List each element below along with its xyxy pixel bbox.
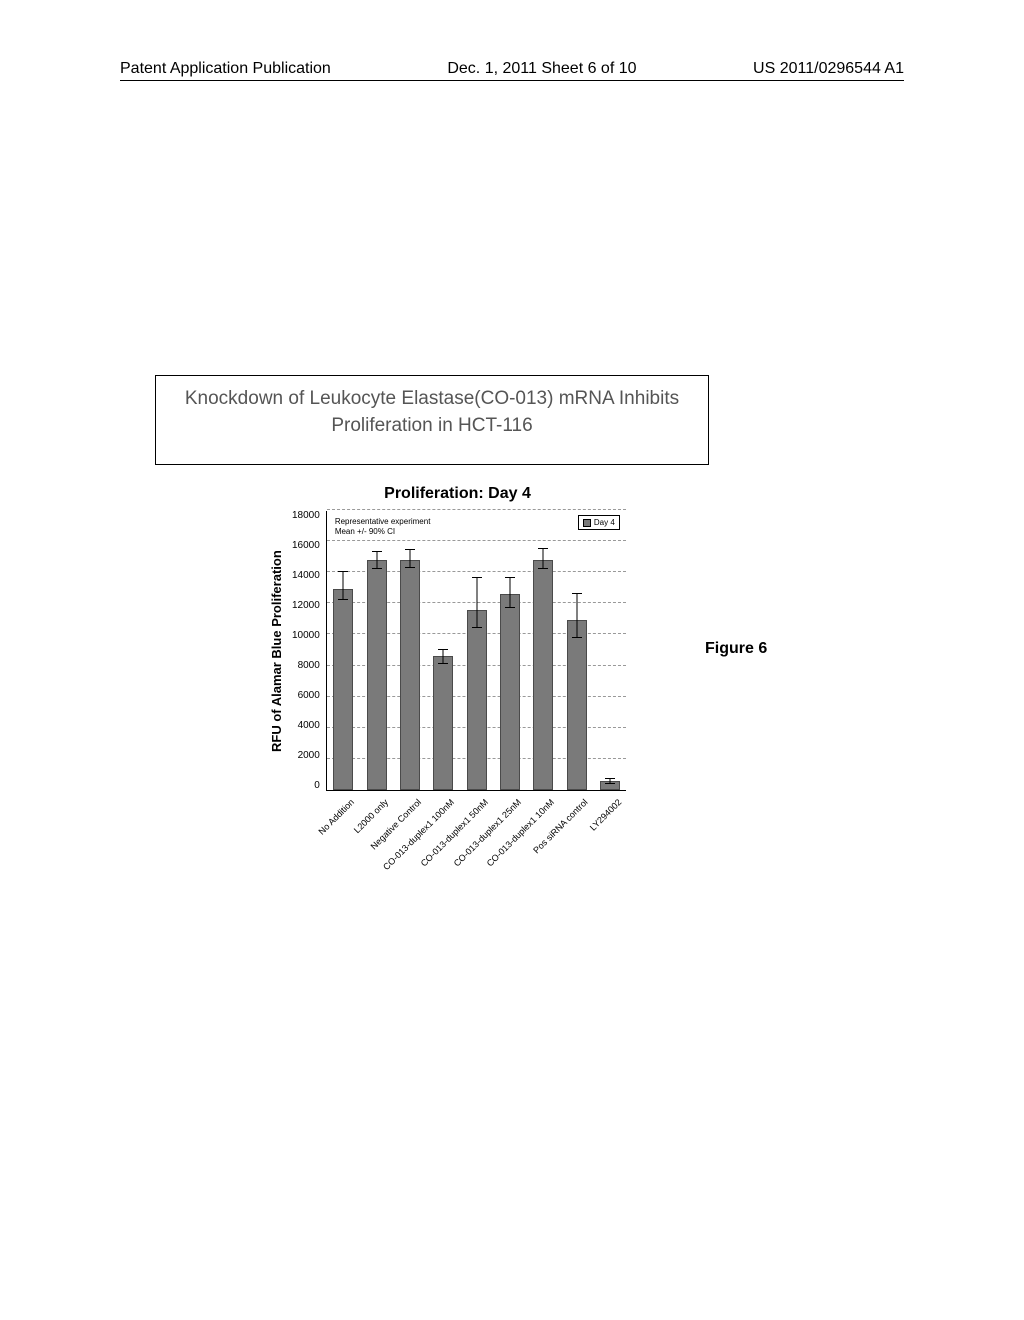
y-tick: 8000	[292, 661, 320, 671]
y-tick: 18000	[292, 511, 320, 521]
error-bar	[376, 552, 377, 569]
error-bar	[510, 578, 511, 608]
error-cap	[605, 783, 615, 784]
y-tick: 14000	[292, 571, 320, 581]
error-cap	[338, 599, 348, 600]
error-cap	[438, 649, 448, 650]
error-cap	[472, 577, 482, 578]
y-tick: 4000	[292, 721, 320, 731]
error-bar	[343, 572, 344, 600]
error-bar	[410, 550, 411, 567]
chart-bar	[500, 594, 520, 790]
error-cap	[505, 607, 515, 608]
figure-title-box: Knockdown of Leukocyte Elastase(CO-013) …	[155, 375, 709, 465]
error-cap	[572, 593, 582, 594]
error-bar	[576, 594, 577, 638]
legend-label: Day 4	[594, 518, 615, 527]
y-axis-ticks: 18000 16000 14000 12000 10000 8000 6000 4000 200…	[292, 511, 326, 791]
figure-number-label: Figure 6	[705, 640, 767, 658]
y-tick: 12000	[292, 601, 320, 611]
error-cap	[472, 627, 482, 628]
y-tick: 2000	[292, 751, 320, 761]
error-cap	[538, 568, 548, 569]
error-cap	[372, 568, 382, 569]
legend-swatch-icon	[583, 519, 591, 527]
error-cap	[338, 571, 348, 572]
header-center: Dec. 1, 2011 Sheet 6 of 10	[447, 60, 636, 78]
chart-bar	[567, 620, 587, 790]
chart-title: Proliferation: Day 4	[265, 485, 650, 503]
error-cap	[605, 778, 615, 779]
y-tick: 0	[292, 781, 320, 791]
chart-bar	[433, 656, 453, 790]
chart-bar	[333, 589, 353, 790]
error-cap	[505, 577, 515, 578]
header-right: US 2011/0296544 A1	[753, 60, 904, 78]
bar-chart: Proliferation: Day 4 RFU of Alamar Blue …	[265, 485, 650, 791]
error-bar	[543, 549, 544, 569]
chart-bar	[467, 610, 487, 790]
error-bar	[443, 650, 444, 664]
y-tick: 10000	[292, 631, 320, 641]
error-bar	[476, 578, 477, 628]
chart-bar	[533, 560, 553, 790]
chart-note: Representative experiment Mean +/- 90% C…	[335, 517, 431, 536]
error-cap	[405, 549, 415, 550]
chart-bar	[367, 560, 387, 790]
chart-note-line1: Representative experiment	[335, 517, 431, 527]
x-tick-label: No Addition	[317, 797, 357, 837]
chart-legend: Day 4	[578, 515, 620, 530]
grid-line	[327, 540, 626, 541]
grid-line	[327, 509, 626, 510]
error-cap	[438, 663, 448, 664]
y-axis-label: RFU of Alamar Blue Proliferation	[265, 511, 288, 791]
figure-title-text: Knockdown of Leukocyte Elastase(CO-013) …	[185, 388, 679, 436]
plot-area: Representative experiment Mean +/- 90% C…	[326, 511, 626, 791]
chart-note-line2: Mean +/- 90% CI	[335, 527, 431, 537]
error-cap	[372, 551, 382, 552]
error-cap	[405, 567, 415, 568]
error-cap	[538, 548, 548, 549]
x-tick-label: LY294002	[588, 797, 624, 833]
chart-body: RFU of Alamar Blue Proliferation 18000 16…	[265, 511, 650, 791]
y-tick: 6000	[292, 691, 320, 701]
chart-bar	[400, 560, 420, 790]
y-tick: 16000	[292, 541, 320, 551]
error-cap	[572, 637, 582, 638]
page-header: Patent Application Publication Dec. 1, 2…	[120, 60, 904, 81]
header-left: Patent Application Publication	[120, 60, 331, 78]
